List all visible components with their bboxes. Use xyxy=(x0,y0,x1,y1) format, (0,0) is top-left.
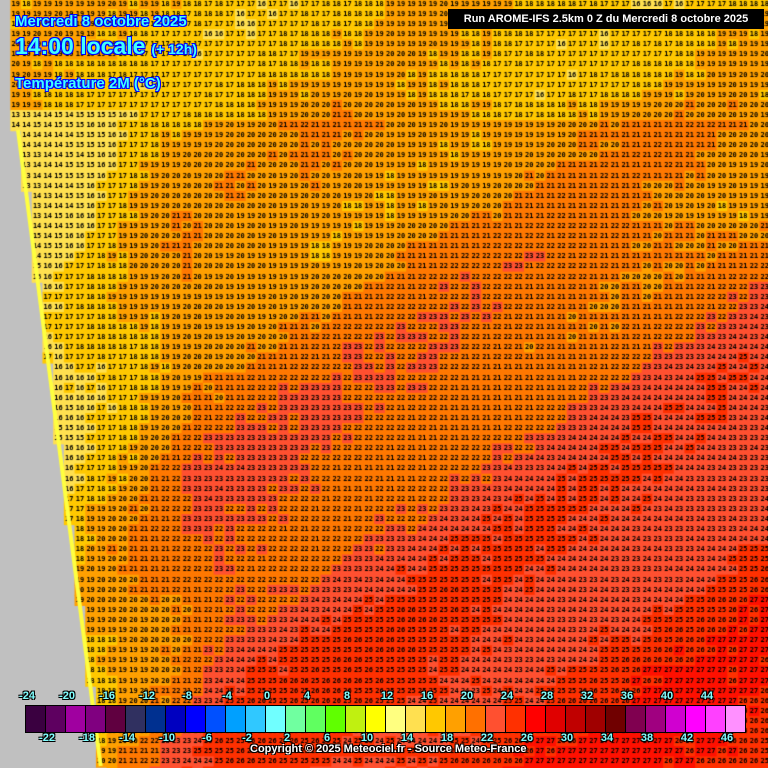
legend-swatch xyxy=(366,706,386,732)
color-legend xyxy=(25,705,746,733)
legend-label: -6 xyxy=(202,732,212,744)
legend-swatch xyxy=(186,706,206,732)
legend-label: -4 xyxy=(222,690,232,702)
legend-swatch xyxy=(86,706,106,732)
legend-swatch xyxy=(726,706,745,732)
legend-swatch xyxy=(566,706,586,732)
legend-swatch xyxy=(326,706,346,732)
legend-label: 26 xyxy=(520,732,534,744)
legend-swatch xyxy=(266,706,286,732)
legend-label: 16 xyxy=(420,690,434,702)
legend-label: 46 xyxy=(720,732,734,744)
legend-label: 34 xyxy=(600,732,614,744)
legend-label: 22 xyxy=(480,732,494,744)
legend-label: 24 xyxy=(500,690,514,702)
legend-swatch xyxy=(486,706,506,732)
legend-label: 14 xyxy=(400,732,414,744)
legend-label: 40 xyxy=(660,690,674,702)
legend-swatch xyxy=(286,706,306,732)
legend-label: 8 xyxy=(343,690,351,702)
legend-swatch xyxy=(226,706,246,732)
legend-label: 2 xyxy=(283,732,291,744)
time-label: 14:00 locale xyxy=(14,33,146,60)
legend-label: -20 xyxy=(59,690,75,702)
legend-label: -22 xyxy=(39,732,55,744)
legend-swatch xyxy=(606,706,626,732)
legend-label: -8 xyxy=(182,690,192,702)
legend-swatch xyxy=(386,706,406,732)
legend-label: -18 xyxy=(79,732,95,744)
copyright: Copyright © 2025 Meteociel.fr - Source M… xyxy=(250,743,527,755)
run-info: Run AROME-IFS 2.5km 0 Z du Mercredi 8 oc… xyxy=(448,9,764,29)
legend-swatch xyxy=(206,706,226,732)
legend-swatch xyxy=(26,706,46,732)
time-offset: (+ 12h) xyxy=(151,41,198,58)
legend-swatch xyxy=(66,706,86,732)
legend-swatch xyxy=(46,706,66,732)
legend-swatch xyxy=(686,706,706,732)
legend-swatch xyxy=(666,706,686,732)
legend-swatch xyxy=(106,706,126,732)
legend-swatch xyxy=(426,706,446,732)
legend-swatch xyxy=(706,706,726,732)
legend-label: 42 xyxy=(680,732,694,744)
legend-label: -16 xyxy=(99,690,115,702)
legend-label: 10 xyxy=(360,732,374,744)
legend-swatch xyxy=(246,706,266,732)
legend-label: 20 xyxy=(460,690,474,702)
legend-swatch xyxy=(586,706,606,732)
legend-label: 30 xyxy=(560,732,574,744)
legend-swatch xyxy=(306,706,326,732)
forecast-time: 14:00 locale (+ 12h) xyxy=(14,33,198,60)
legend-swatch xyxy=(126,706,146,732)
legend-label: 12 xyxy=(380,690,394,702)
legend-swatch xyxy=(346,706,366,732)
forecast-date: Mercredi 8 octobre 2025 xyxy=(15,13,188,31)
legend-label: 28 xyxy=(540,690,554,702)
legend-swatch xyxy=(506,706,526,732)
legend-label: -24 xyxy=(19,690,35,702)
legend-label: 18 xyxy=(440,732,454,744)
legend-label: 44 xyxy=(700,690,714,702)
legend-label: 32 xyxy=(580,690,594,702)
legend-label: -14 xyxy=(119,732,135,744)
legend-label: -12 xyxy=(139,690,155,702)
legend-label: 38 xyxy=(640,732,654,744)
legend-swatch xyxy=(146,706,166,732)
legend-swatch xyxy=(546,706,566,732)
legend-swatch xyxy=(626,706,646,732)
legend-swatch xyxy=(646,706,666,732)
legend-label: 6 xyxy=(323,732,331,744)
parameter-title: Température 2M (°C) xyxy=(15,75,162,93)
legend-swatch xyxy=(446,706,466,732)
legend-label: -2 xyxy=(242,732,252,744)
legend-swatch xyxy=(166,706,186,732)
legend-label: -10 xyxy=(159,732,175,744)
legend-label: 4 xyxy=(303,690,311,702)
legend-swatch xyxy=(406,706,426,732)
legend-label: 36 xyxy=(620,690,634,702)
legend-label: 0 xyxy=(263,690,271,702)
legend-swatch xyxy=(466,706,486,732)
legend-swatch xyxy=(526,706,546,732)
